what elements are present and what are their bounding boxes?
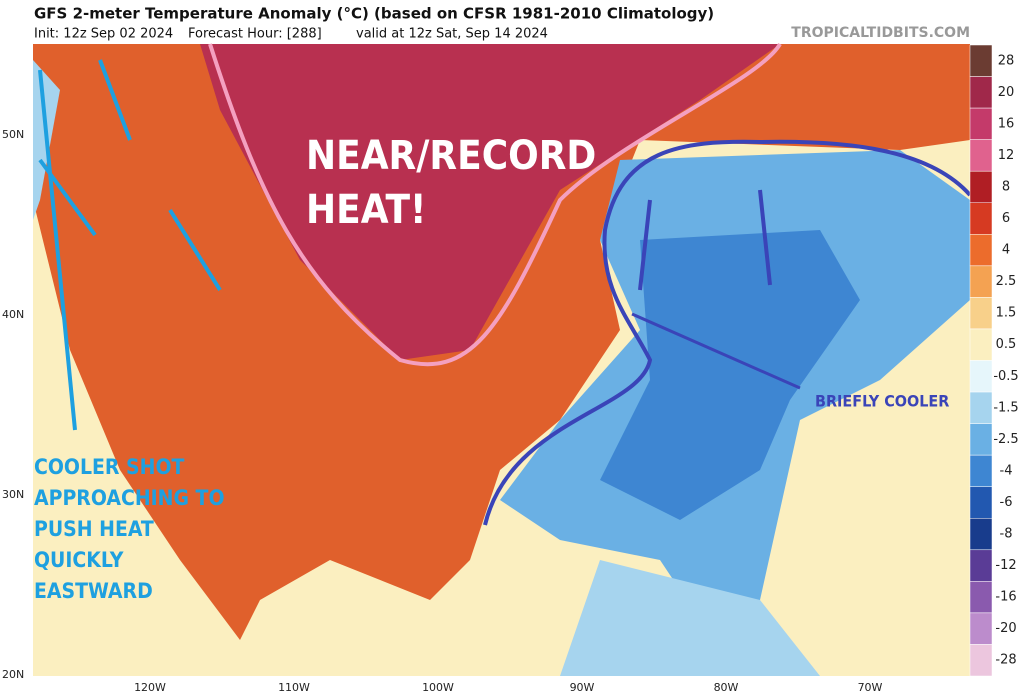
colorbar-swatch — [969, 486, 993, 519]
colorbar-label: -20 — [995, 621, 1016, 636]
colorbar-label: 28 — [998, 53, 1015, 68]
heat-annotation: NEAR/RECORD HEAT! — [306, 133, 596, 233]
forecast-hour: Forecast Hour: [288] — [188, 27, 322, 42]
longitude-label: 100W — [422, 681, 454, 694]
colorbar-label: 12 — [998, 148, 1015, 163]
colorbar-label: -8 — [1000, 527, 1013, 542]
longitude-label: 120W — [134, 681, 166, 694]
colorbar-label: 8 — [1002, 179, 1010, 194]
title: GFS 2-meter Temperature Anomaly (°C) (ba… — [34, 5, 714, 23]
colorbar-label: -6 — [1000, 495, 1013, 510]
colorbar-label: -16 — [995, 590, 1016, 605]
colorbar-swatch — [969, 44, 993, 77]
map — [33, 42, 972, 676]
colorbar-swatch — [969, 423, 993, 456]
latitude-label: 50N — [2, 128, 24, 141]
annotation-line: PUSH HEAT — [34, 517, 154, 541]
colorbar-label: -12 — [995, 558, 1016, 573]
init: Init: 12z Sep 02 2024 — [34, 27, 173, 42]
colorbar-label: 2.5 — [996, 274, 1017, 289]
colorbar-label: -2.5 — [993, 432, 1018, 447]
colorbar: 28 20 16 12 8 6 4 2.5 1.5 0.5 -0.5 -1.5 -2.5 -4 -6 -8 -1… — [969, 44, 1019, 677]
colorbar-swatch — [969, 612, 993, 645]
colorbar-swatch — [969, 139, 993, 172]
briefly-cooler: BRIEFLY COOLER — [815, 392, 949, 411]
longitude-label: 80W — [714, 681, 739, 694]
colorbar-swatch — [969, 265, 993, 298]
colorbar-label: 6 — [1002, 211, 1010, 226]
cooler-annotation: COOLER SHOT APPROACHING TO PUSH HEAT QUICKL… — [34, 455, 225, 603]
annotation-line: EASTWARD — [34, 579, 153, 603]
colorbar-swatch — [969, 644, 993, 677]
colorbar-label: 1.5 — [996, 306, 1017, 321]
colorbar-swatch — [969, 170, 993, 203]
annotation-line: APPROACHING TO — [34, 486, 225, 510]
colorbar-label: -1.5 — [993, 400, 1018, 415]
annotation-line: QUICKLY — [34, 548, 124, 572]
colorbar-label: 20 — [998, 85, 1015, 100]
colorbar-swatch — [969, 76, 993, 109]
colorbar-swatch — [969, 107, 993, 140]
graticule-labels: 50N 40N 30N 20N 120W 110W 100W 90W 80W 70W — [2, 128, 883, 694]
colorbar-swatch — [969, 518, 993, 551]
colorbar-swatch — [969, 391, 993, 424]
colorbar-label: -0.5 — [993, 369, 1018, 384]
latitude-label: 30N — [2, 488, 24, 501]
colorbar-label: 16 — [998, 116, 1015, 131]
colorbar-label: -28 — [995, 653, 1016, 668]
source: TROPICALTIDBITS.COM — [791, 25, 970, 41]
colorbar-swatch — [969, 234, 993, 267]
colorbar-swatch — [969, 360, 993, 393]
colorbar-label: 0.5 — [996, 337, 1017, 352]
annotation-line: COOLER SHOT — [34, 455, 185, 479]
longitude-label: 90W — [570, 681, 595, 694]
latitude-label: 20N — [2, 668, 24, 681]
annotation-line: HEAT! — [306, 187, 426, 233]
colorbar-swatch — [969, 297, 993, 330]
colorbar-swatch — [969, 581, 993, 614]
colorbar-swatch — [969, 549, 993, 582]
latitude-label: 40N — [2, 308, 24, 321]
colorbar-swatch — [969, 454, 993, 487]
longitude-label: 70W — [858, 681, 883, 694]
colorbar-swatch — [969, 328, 993, 361]
valid-time: valid at 12z Sat, Sep 14 2024 — [356, 27, 548, 42]
longitude-label: 110W — [278, 681, 310, 694]
colorbar-swatch — [969, 202, 993, 235]
annotation-line: NEAR/RECORD — [306, 133, 596, 179]
colorbar-label: -4 — [1000, 463, 1013, 478]
colorbar-label: 4 — [1002, 243, 1010, 258]
